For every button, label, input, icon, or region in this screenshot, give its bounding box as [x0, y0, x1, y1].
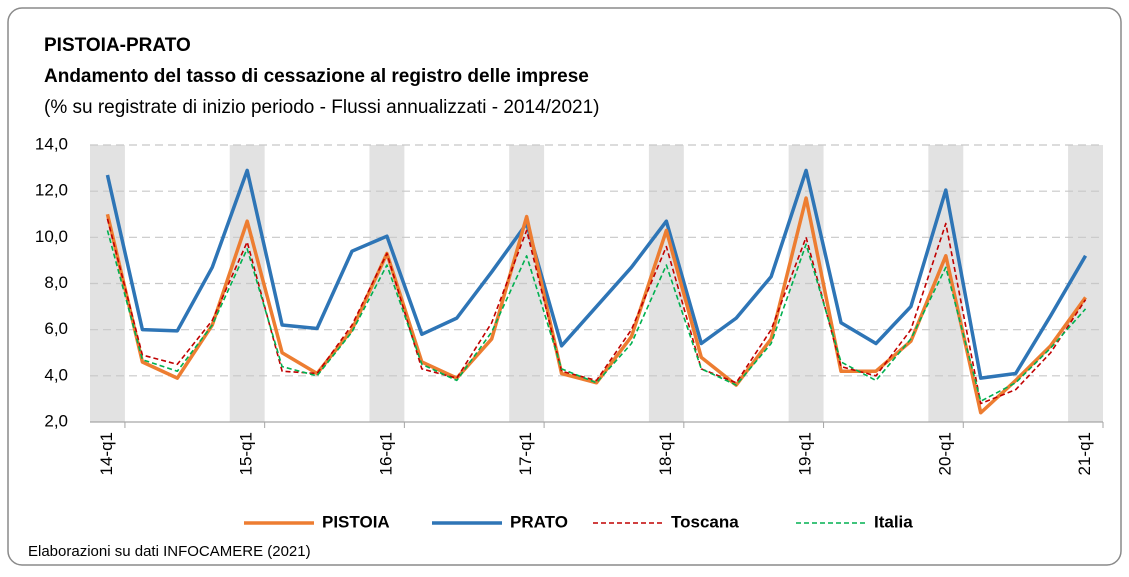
- series-line: [106, 230, 1087, 403]
- legend-label: Toscana: [671, 512, 739, 531]
- y-tick-label: 12,0: [35, 181, 68, 200]
- x-tick-label: 14-q1: [97, 432, 116, 475]
- y-tick-label: 6,0: [44, 319, 68, 338]
- legend-label: PISTOIA: [322, 512, 390, 531]
- chart-frame: [7, 7, 1122, 566]
- y-tick-label: 14,0: [35, 134, 68, 153]
- chart-title: PISTOIA-PRATO: [44, 35, 191, 56]
- period-band: [369, 145, 405, 422]
- series-line: [106, 218, 1087, 405]
- y-tick-label: 10,0: [35, 227, 68, 246]
- y-tick-label: 4,0: [44, 365, 68, 384]
- x-tick-label: 16-q1: [376, 432, 395, 475]
- x-tick-label: 15-q1: [237, 432, 256, 475]
- x-tick-label: 19-q1: [796, 432, 815, 475]
- chart-subtitle: Andamento del tasso di cessazione al reg…: [44, 66, 589, 87]
- x-tick-label: 20-q1: [935, 432, 954, 475]
- chart-note: (% su registrate di inizio periodo - Flu…: [44, 97, 600, 118]
- y-tick-label: 8,0: [44, 273, 68, 292]
- series-line: [105, 168, 1088, 380]
- x-tick-label: 17-q1: [516, 432, 535, 475]
- y-tick-label: 2,0: [44, 411, 68, 430]
- source: Elaborazioni su dati INFOCAMERE (2021): [28, 543, 311, 560]
- legend-label: Italia: [874, 512, 913, 531]
- x-tick-label: 18-q1: [656, 432, 675, 475]
- x-tick-label: 21-q1: [1075, 432, 1094, 475]
- series-line: [105, 196, 1087, 415]
- legend-label: PRATO: [510, 512, 568, 531]
